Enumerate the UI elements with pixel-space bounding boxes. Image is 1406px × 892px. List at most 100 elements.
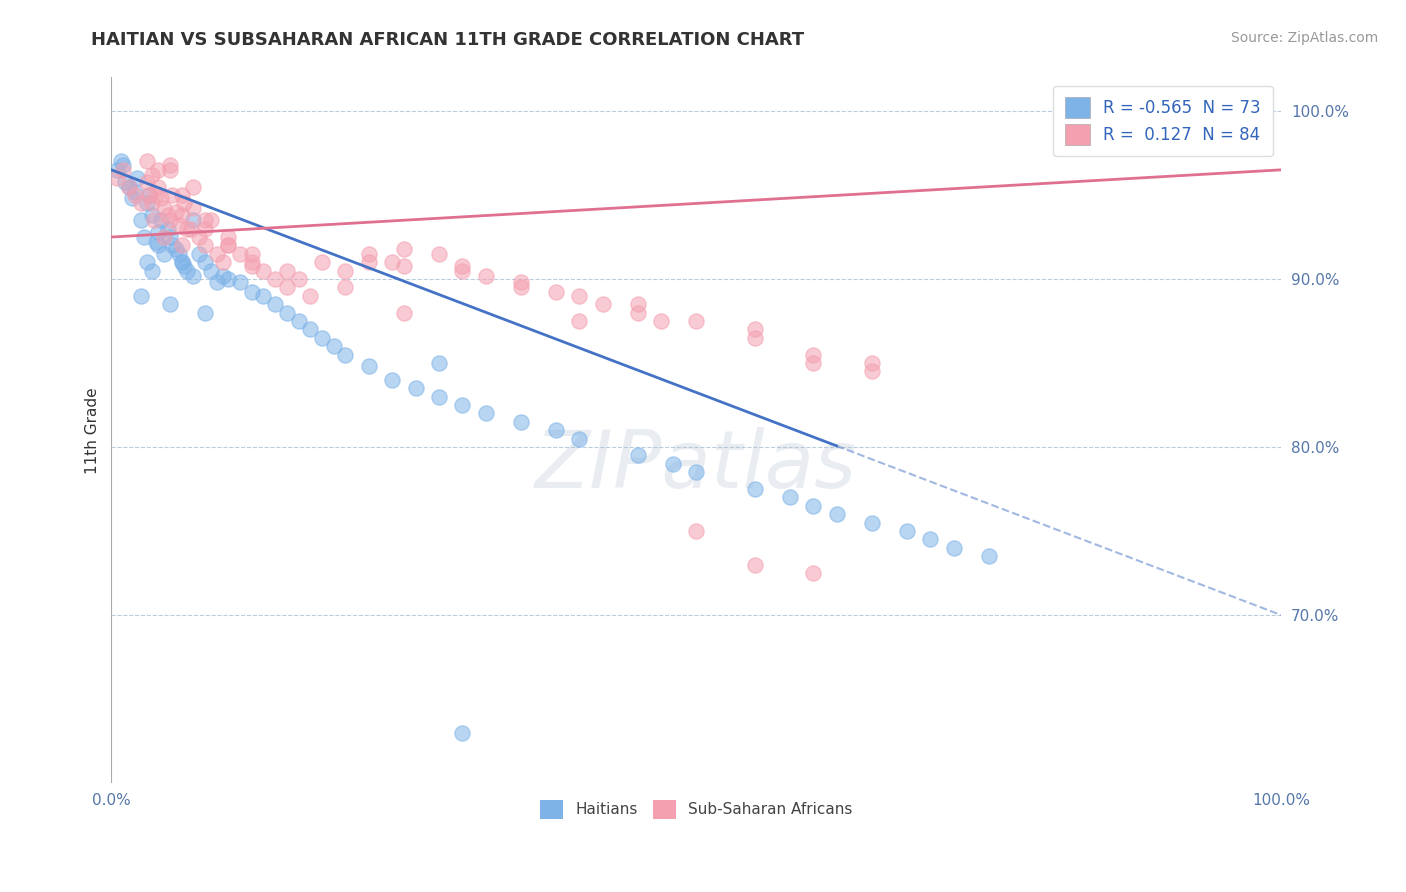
Point — [896, 524, 918, 538]
Point — [194, 305, 217, 319]
Point — [544, 285, 567, 300]
Point — [134, 230, 156, 244]
Point — [127, 171, 149, 186]
Point — [276, 280, 298, 294]
Point — [211, 268, 233, 283]
Point — [217, 238, 239, 252]
Point — [744, 322, 766, 336]
Point — [801, 348, 824, 362]
Point — [335, 280, 357, 294]
Point — [129, 213, 152, 227]
Point — [252, 289, 274, 303]
Point — [451, 263, 474, 277]
Point — [159, 213, 181, 227]
Point — [129, 196, 152, 211]
Point — [194, 213, 217, 227]
Point — [392, 305, 415, 319]
Point — [170, 208, 193, 222]
Point — [592, 297, 614, 311]
Text: ZIPatlas: ZIPatlas — [536, 426, 858, 505]
Point — [627, 449, 650, 463]
Point — [860, 356, 883, 370]
Point — [135, 154, 157, 169]
Point — [357, 247, 380, 261]
Point — [920, 533, 942, 547]
Point — [240, 247, 263, 261]
Point — [141, 196, 163, 211]
Point — [977, 549, 1000, 564]
Point — [744, 482, 766, 496]
Point — [322, 339, 344, 353]
Point — [942, 541, 965, 555]
Point — [427, 247, 450, 261]
Point — [568, 314, 591, 328]
Point — [135, 196, 157, 211]
Point — [451, 259, 474, 273]
Point — [287, 272, 309, 286]
Point — [149, 191, 172, 205]
Point — [381, 255, 404, 269]
Point — [568, 432, 591, 446]
Point — [181, 179, 204, 194]
Point — [105, 162, 128, 177]
Point — [156, 208, 179, 222]
Point — [159, 297, 181, 311]
Point — [217, 272, 239, 286]
Point — [194, 221, 217, 235]
Point — [240, 259, 263, 273]
Point — [217, 230, 239, 244]
Point — [229, 247, 252, 261]
Point — [200, 213, 222, 227]
Point — [451, 398, 474, 412]
Point — [801, 356, 824, 370]
Point — [170, 188, 193, 202]
Point — [159, 162, 181, 177]
Point — [427, 356, 450, 370]
Point — [110, 154, 132, 169]
Point — [211, 255, 233, 269]
Point — [129, 289, 152, 303]
Point — [118, 179, 141, 194]
Point — [860, 364, 883, 378]
Point — [685, 465, 707, 479]
Point — [148, 238, 170, 252]
Point — [685, 524, 707, 538]
Point — [744, 558, 766, 572]
Text: HAITIAN VS SUBSAHARAN AFRICAN 11TH GRADE CORRELATION CHART: HAITIAN VS SUBSAHARAN AFRICAN 11TH GRADE… — [91, 31, 804, 49]
Point — [357, 359, 380, 374]
Point — [509, 415, 531, 429]
Point — [114, 175, 136, 189]
Point — [141, 168, 163, 182]
Point — [392, 242, 415, 256]
Point — [217, 238, 239, 252]
Point — [264, 297, 287, 311]
Point — [405, 381, 427, 395]
Point — [124, 188, 146, 202]
Point — [156, 221, 179, 235]
Point — [779, 491, 801, 505]
Point — [124, 185, 146, 199]
Point — [138, 188, 160, 202]
Point — [138, 188, 160, 202]
Point — [121, 191, 143, 205]
Point — [135, 175, 157, 189]
Point — [167, 219, 190, 233]
Point — [160, 238, 183, 252]
Point — [112, 158, 135, 172]
Point — [825, 508, 848, 522]
Point — [392, 259, 415, 273]
Point — [159, 158, 181, 172]
Point — [145, 235, 167, 249]
Point — [264, 272, 287, 286]
Point — [176, 221, 198, 235]
Point — [509, 280, 531, 294]
Point — [650, 314, 672, 328]
Point — [474, 406, 496, 420]
Point — [160, 188, 183, 202]
Point — [170, 255, 193, 269]
Point — [135, 255, 157, 269]
Point — [509, 276, 531, 290]
Point — [627, 297, 650, 311]
Point — [149, 213, 172, 227]
Point — [801, 566, 824, 580]
